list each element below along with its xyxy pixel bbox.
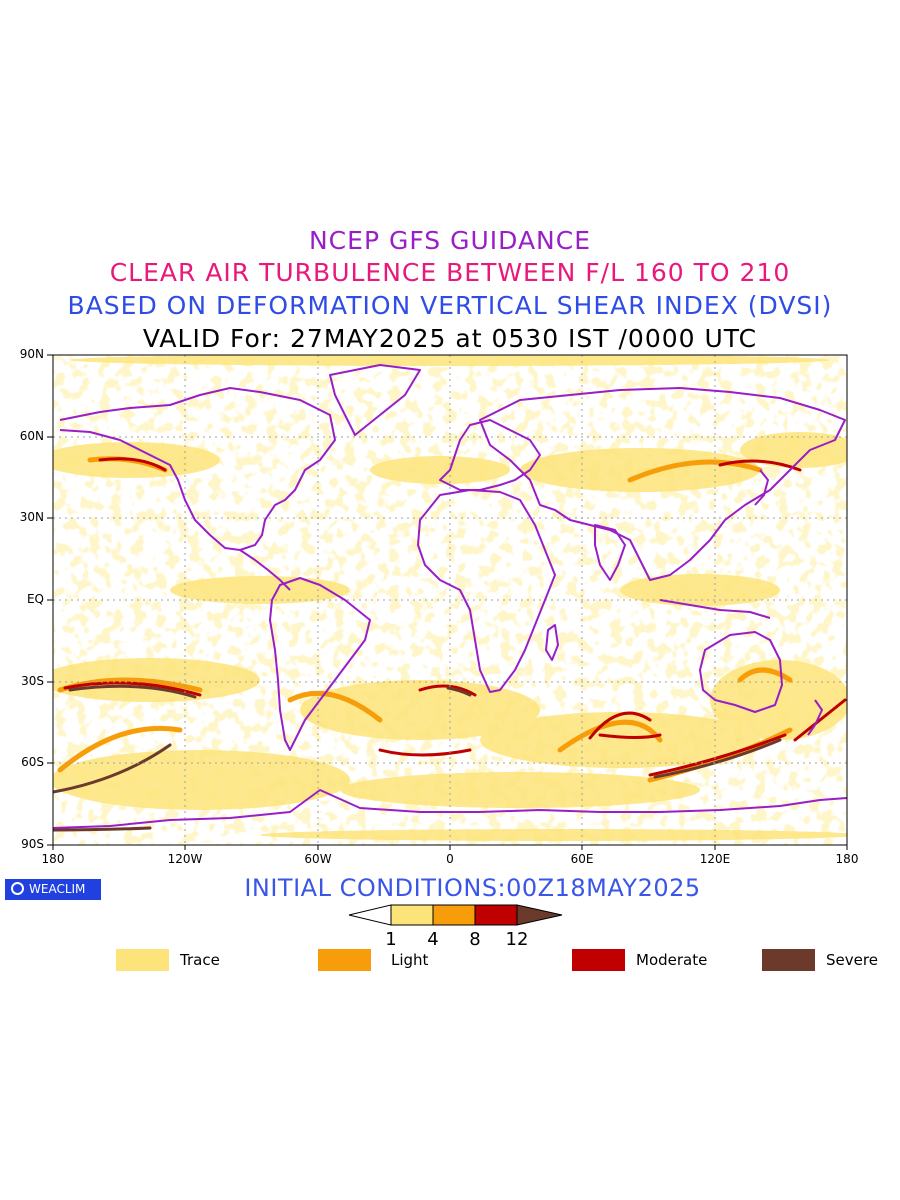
lon-label-180w: 180 bbox=[41, 852, 65, 866]
graticule bbox=[53, 355, 847, 845]
asia-coast bbox=[479, 387, 846, 581]
lon-label-60e: 60E bbox=[570, 852, 594, 866]
colorbar-tick-4: 4 bbox=[427, 929, 439, 950]
legend-swatch-light bbox=[318, 949, 371, 971]
lat-label-90n: 90N bbox=[19, 347, 44, 361]
legend-label-moderate: Moderate bbox=[636, 951, 708, 969]
lon-label-180e: 180 bbox=[835, 852, 859, 866]
colorbar-moderate bbox=[474, 904, 518, 926]
legend-swatch-moderate bbox=[572, 949, 625, 971]
title-valid-time: VALID For: 27MAY2025 at 0530 IST /0000 U… bbox=[142, 324, 758, 353]
colorbar-tick-1: 1 bbox=[385, 929, 397, 950]
title-product: CLEAR AIR TURBULENCE BETWEEN F/L 160 TO … bbox=[109, 258, 791, 287]
south-america-coast bbox=[269, 577, 371, 751]
initial-conditions: INITIAL CONDITIONS:00Z18MAY2025 bbox=[244, 874, 701, 902]
lon-label-0: 0 bbox=[446, 852, 454, 866]
india-coast bbox=[594, 524, 626, 581]
colorbar-below-1 bbox=[348, 904, 392, 926]
new-zealand-coast bbox=[807, 699, 823, 736]
colorbar-trace bbox=[390, 904, 434, 926]
colorbar-tick-8: 8 bbox=[469, 929, 481, 950]
north-america-coast bbox=[59, 387, 336, 551]
madagascar-coast bbox=[545, 624, 559, 661]
legend-swatch-trace bbox=[116, 949, 169, 971]
trace-bands bbox=[53, 355, 847, 841]
title-method: BASED ON DEFORMATION VERTICAL SHEAR INDE… bbox=[67, 291, 833, 320]
title-model: NCEP GFS GUIDANCE bbox=[308, 226, 591, 255]
lat-label-30n: 30N bbox=[19, 510, 44, 524]
logo-text: WEACLIM bbox=[29, 882, 86, 896]
australia-coast bbox=[699, 631, 783, 713]
lon-label-120w: 120W bbox=[167, 852, 203, 866]
colorbar-severe bbox=[516, 904, 563, 926]
lat-label-60n: 60N bbox=[19, 429, 44, 443]
japan-coast bbox=[754, 469, 769, 506]
lat-label-60s: 60S bbox=[21, 755, 44, 769]
legend-swatch-severe bbox=[762, 949, 815, 971]
lon-label-60w: 60W bbox=[304, 852, 332, 866]
legend-label-severe: Severe bbox=[826, 951, 878, 969]
axis-ticks bbox=[47, 354, 848, 850]
colorbar-tick-12: 12 bbox=[505, 929, 529, 950]
lon-label-120e: 120E bbox=[699, 852, 731, 866]
weaclim-logo: WEACLIM bbox=[5, 879, 101, 900]
lat-label-90s: 90S bbox=[21, 837, 44, 851]
africa-coast bbox=[417, 489, 556, 693]
severe-streaks bbox=[53, 684, 782, 832]
colorbar-light bbox=[432, 904, 476, 926]
legend-label-trace: Trace bbox=[180, 951, 220, 969]
legend-label-light: Light bbox=[391, 951, 429, 969]
logo-circle-icon bbox=[11, 882, 24, 895]
antarctica-coast bbox=[53, 789, 847, 829]
europe-coast bbox=[439, 419, 541, 491]
colorbar bbox=[348, 904, 563, 926]
greenland-coast bbox=[329, 364, 421, 436]
lat-label-30s: 30S bbox=[21, 674, 44, 688]
indonesia-coast bbox=[659, 599, 771, 619]
lat-label-eq: EQ bbox=[26, 592, 44, 606]
coastlines bbox=[53, 364, 847, 829]
